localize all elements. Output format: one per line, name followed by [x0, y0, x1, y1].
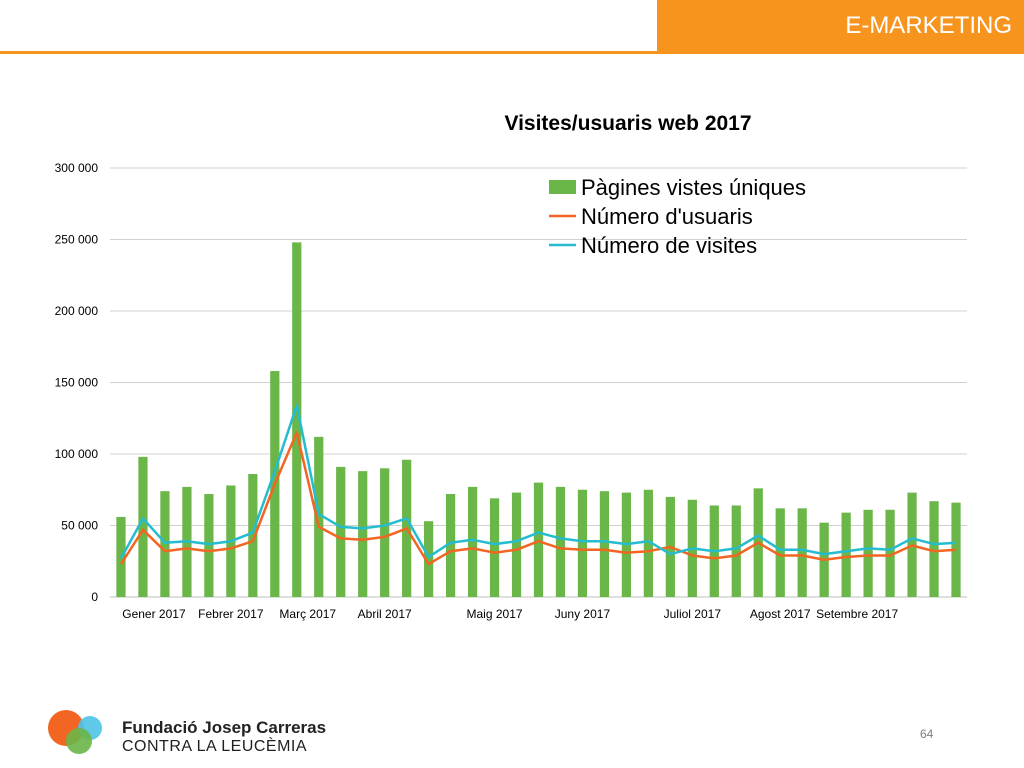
bar [138, 456, 148, 597]
foundation-logo [46, 708, 108, 754]
x-tick-label: Juny 2017 [555, 607, 611, 621]
bar [775, 508, 785, 597]
bar [467, 486, 478, 597]
x-tick-label: Abril 2017 [358, 607, 412, 621]
header-title: E-MARKETING [845, 12, 1012, 39]
org-subtitle: CONTRA LA LEUCÈMIA [122, 738, 308, 755]
legend-label: Pàgines vistes úniques [581, 175, 806, 200]
bar [643, 489, 653, 597]
bar [314, 436, 324, 597]
header-rule [0, 51, 1024, 54]
y-tick-label: 200 000 [55, 304, 99, 318]
bar [424, 521, 434, 597]
chart-title: Visites/usuaris web 2017 [504, 112, 751, 135]
bar [577, 489, 588, 597]
bar [929, 501, 939, 597]
logo-green-circle [66, 728, 92, 754]
legend-swatch-bar [549, 180, 576, 194]
bar [599, 491, 610, 597]
x-tick-label: Juliol 2017 [664, 607, 722, 621]
bar [951, 502, 961, 597]
bar [863, 509, 873, 597]
bar [380, 468, 390, 597]
y-tick-label: 150 000 [55, 376, 99, 390]
y-tick-label: 250 000 [55, 233, 99, 247]
x-tick-label: Març 2017 [279, 607, 336, 621]
bar [489, 498, 500, 597]
line-series-visits [119, 404, 957, 560]
x-tick-label: Gener 2017 [122, 607, 186, 621]
line-series-users [119, 431, 957, 566]
bar [358, 471, 368, 597]
bar [204, 494, 214, 597]
y-tick-label: 0 [91, 590, 98, 604]
bar [797, 508, 807, 597]
legend-label: Número de visites [581, 233, 757, 258]
bar [248, 474, 258, 597]
bar [841, 512, 851, 597]
bar [555, 486, 566, 597]
y-tick-label: 50 000 [61, 519, 98, 533]
x-tick-label: Agost 2017 [750, 607, 811, 621]
bar [292, 242, 302, 598]
legend-label: Número d'usuaris [581, 204, 753, 229]
bar [885, 509, 895, 597]
x-tick-label: Setembre 2017 [816, 607, 898, 621]
x-tick-label: Febrer 2017 [198, 607, 264, 621]
org-name: Fundació Josep Carreras [122, 718, 327, 737]
bar [445, 494, 456, 597]
bar [336, 466, 346, 597]
y-tick-label: 100 000 [55, 447, 99, 461]
page-number: 64 [920, 727, 934, 741]
bar [731, 505, 741, 597]
x-tick-label: Maig 2017 [467, 607, 523, 621]
bar [160, 491, 170, 597]
y-tick-label: 300 000 [55, 161, 99, 175]
bar [511, 492, 522, 597]
bar [533, 482, 544, 597]
header-banner: E-MARKETING [657, 0, 1024, 52]
